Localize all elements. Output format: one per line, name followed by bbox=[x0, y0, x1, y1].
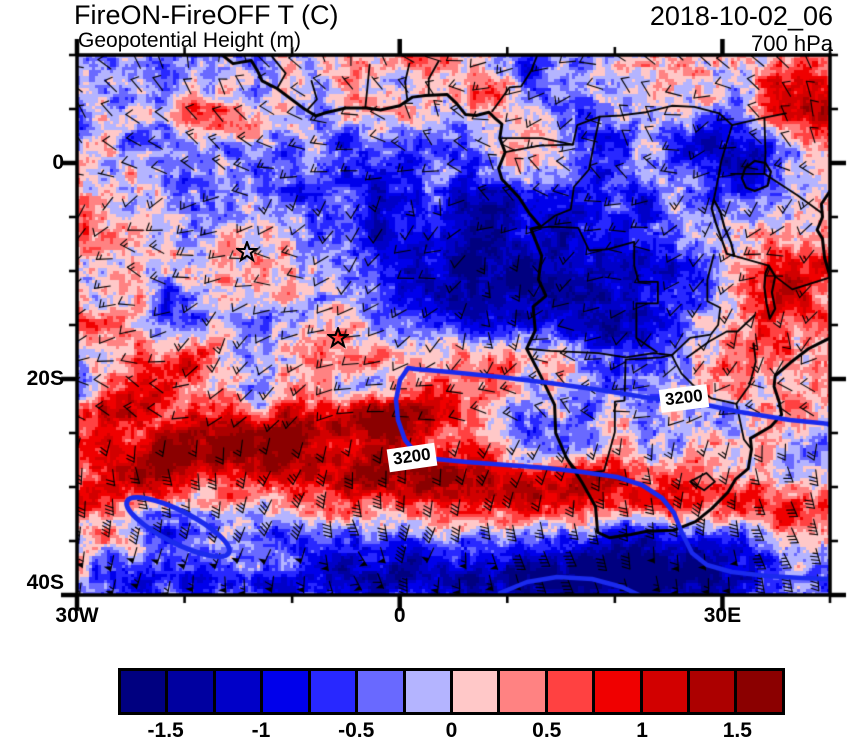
y-axis-tick-label: 0 bbox=[52, 151, 64, 174]
colorbar-tick-label: 1 bbox=[636, 719, 648, 742]
colorbar-cell bbox=[355, 671, 403, 712]
x-axis-tick-label: 0 bbox=[393, 604, 406, 627]
colorbar-cell bbox=[212, 671, 261, 712]
colorbar bbox=[118, 668, 785, 715]
colorbar-cell bbox=[734, 671, 782, 712]
colorbar-cell bbox=[449, 671, 498, 712]
colorbar-tick-label: 0.5 bbox=[532, 719, 562, 742]
colorbar-cell bbox=[544, 671, 593, 712]
colorbar-cell bbox=[307, 671, 356, 712]
plot-subtitle: Geopotential Height (m) bbox=[78, 29, 301, 52]
colorbar-cell bbox=[687, 671, 735, 712]
star-marker bbox=[325, 325, 351, 349]
x-axis-tick-label: 30E bbox=[703, 604, 742, 627]
colorbar-tick-label: 0 bbox=[445, 719, 458, 742]
y-axis-tick-label: 20S bbox=[26, 367, 64, 390]
colorbar-cell bbox=[121, 671, 166, 712]
plot-datetime: 2018-10-02_06 bbox=[649, 1, 833, 31]
colorbar-tick-label: 1.5 bbox=[722, 719, 752, 742]
y-axis-tick-label: 40S bbox=[26, 571, 64, 594]
colorbar-cell bbox=[592, 671, 640, 712]
colorbar-cell bbox=[497, 671, 545, 712]
x-axis-tick-label: 30W bbox=[55, 604, 99, 627]
colorbar-tick-label: -1 bbox=[251, 719, 271, 742]
colorbar-cell bbox=[639, 671, 688, 712]
colorbar-cell bbox=[260, 671, 308, 712]
colorbar-cell bbox=[165, 671, 213, 712]
colorbar-tick-label: -0.5 bbox=[338, 719, 375, 742]
star-marker bbox=[234, 239, 260, 263]
star-icon bbox=[234, 239, 260, 263]
plot-title: FireON-FireOFF T (C) bbox=[74, 0, 339, 30]
star-icon bbox=[325, 325, 351, 349]
colorbar-cell bbox=[402, 671, 450, 712]
colorbar-tick-label: -1.5 bbox=[147, 719, 184, 742]
plot-level: 700 hPa bbox=[751, 31, 833, 56]
